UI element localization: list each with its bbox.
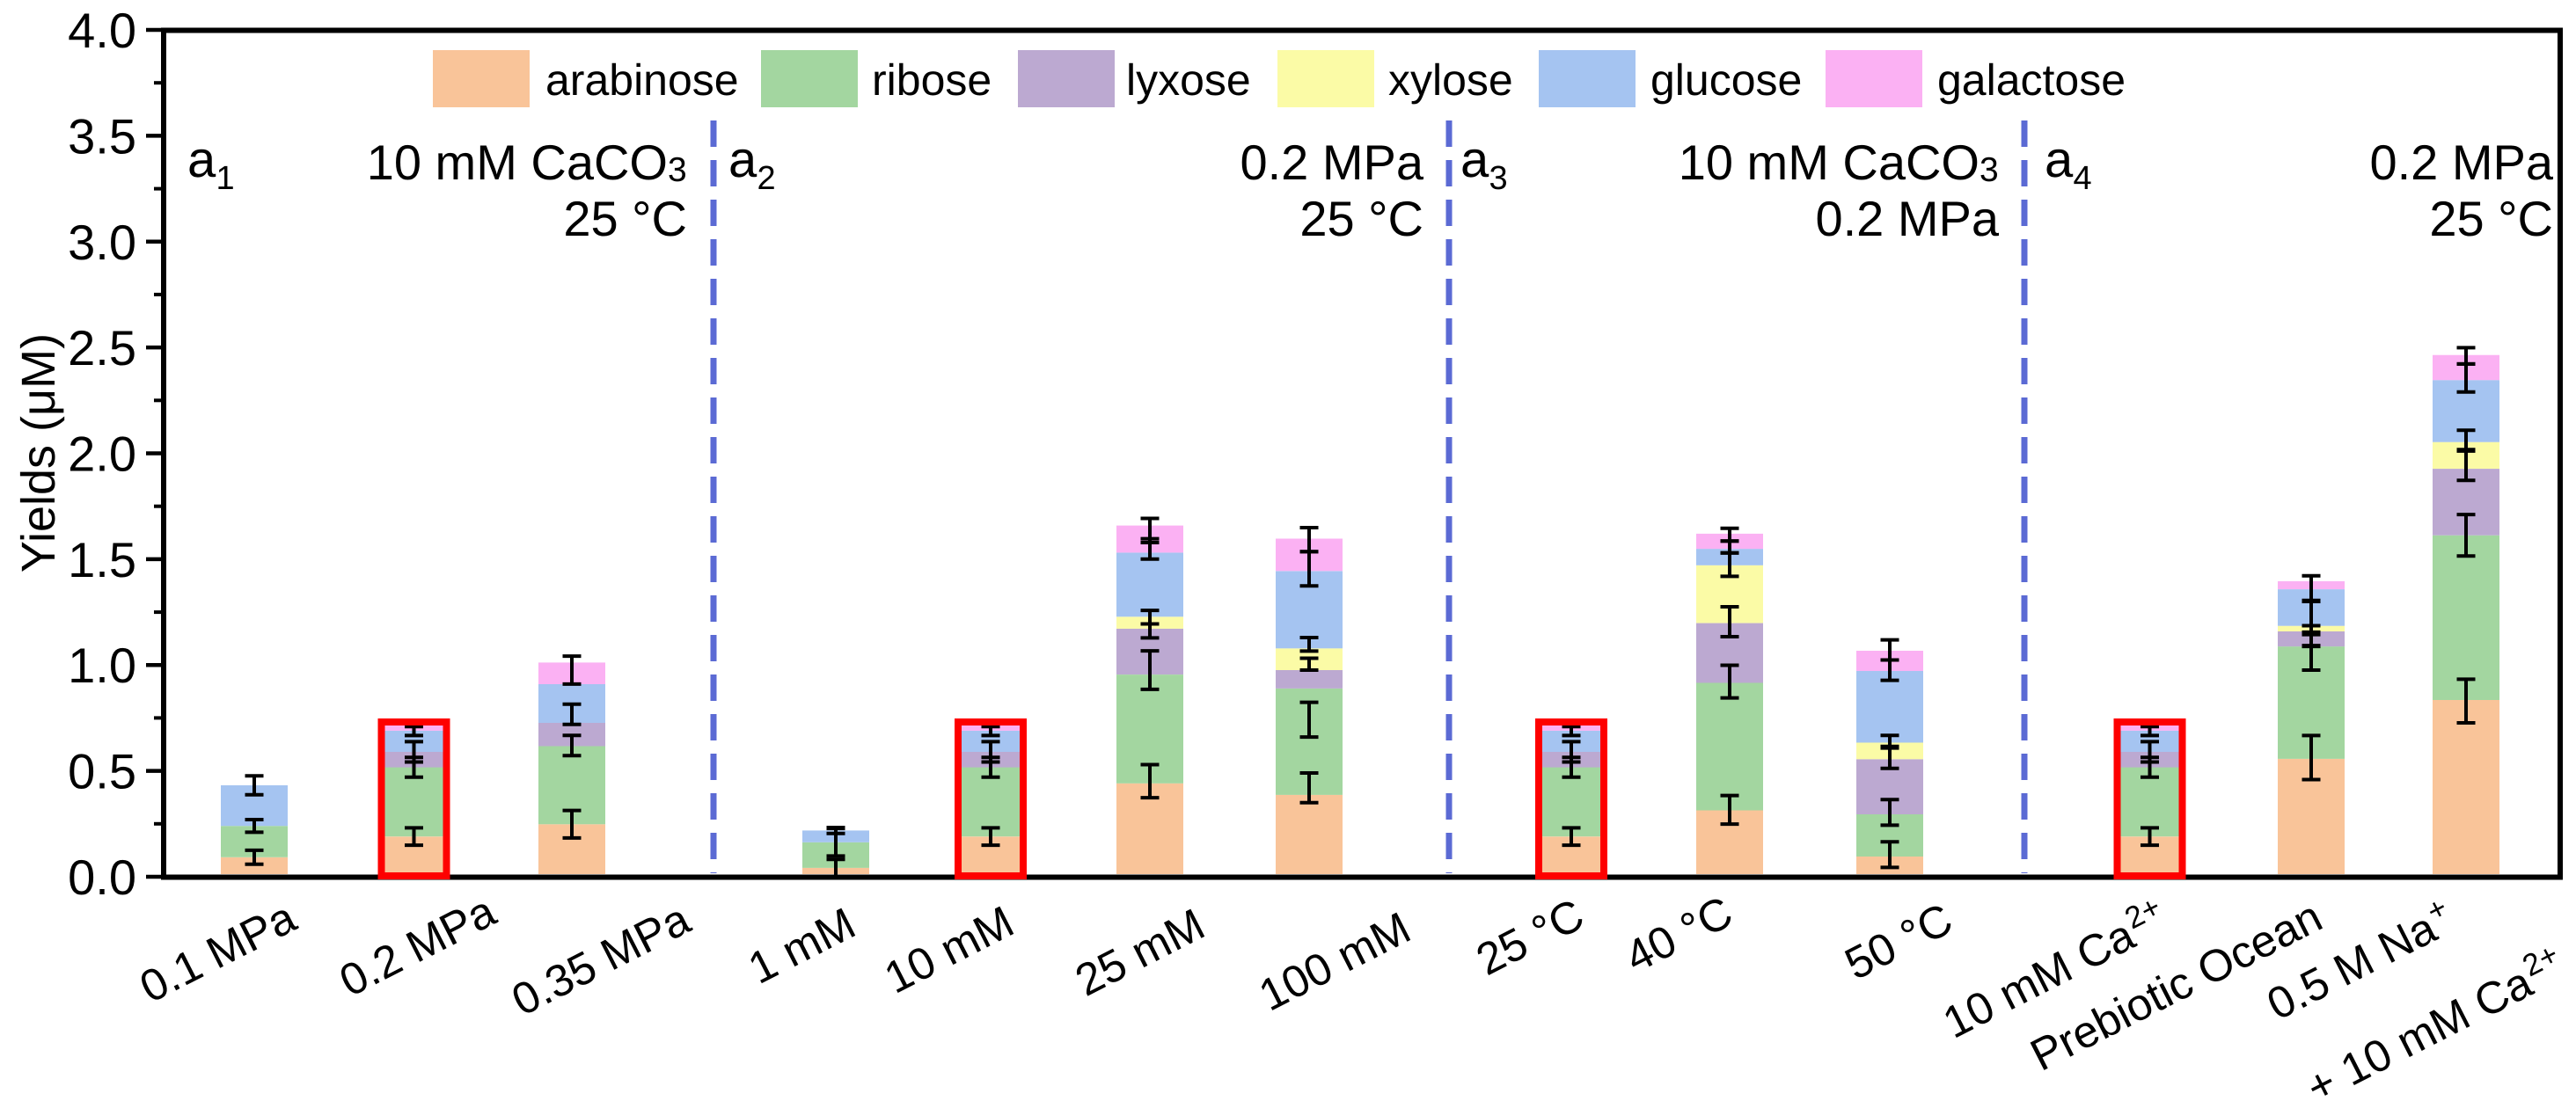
svg-text:3.0: 3.0 (68, 215, 136, 270)
svg-text:ribose: ribose (872, 55, 992, 105)
svg-text:1.0: 1.0 (68, 638, 136, 693)
svg-text:25 °C: 25 °C (1468, 889, 1592, 985)
svg-text:25 °C: 25 °C (2429, 191, 2553, 246)
svg-text:25 °C: 25 °C (1299, 191, 1423, 246)
svg-text:2.5: 2.5 (68, 320, 136, 376)
svg-text:arabinose: arabinose (545, 55, 739, 105)
svg-text:40 °C: 40 °C (1617, 886, 1740, 982)
svg-text:glucose: glucose (1650, 55, 1802, 105)
svg-text:0.2 MPa: 0.2 MPa (2369, 135, 2553, 190)
svg-text:0.1 MPa: 0.1 MPa (132, 892, 304, 1012)
svg-text:25 mM: 25 mM (1067, 899, 1212, 1006)
svg-text:0.2 MPa: 0.2 MPa (1240, 135, 1423, 190)
svg-text:a: a (728, 131, 757, 188)
svg-text:a: a (187, 131, 216, 188)
svg-text:0.2 MPa: 0.2 MPa (332, 886, 504, 1006)
svg-text:3.5: 3.5 (68, 108, 136, 164)
svg-text:2.0: 2.0 (68, 427, 136, 482)
svg-text:a: a (2045, 131, 2074, 188)
svg-text:4.0: 4.0 (68, 3, 136, 58)
svg-text:100 mM: 100 mM (1251, 902, 1418, 1020)
svg-text:25 °C: 25 °C (563, 191, 687, 246)
svg-text:10 mM: 10 mM (876, 896, 1021, 1003)
svg-text:Yields (μM): Yields (μM) (12, 333, 65, 572)
svg-text:galactose: galactose (1937, 55, 2126, 105)
svg-text:a: a (1460, 131, 1489, 188)
svg-text:1.5: 1.5 (68, 532, 136, 587)
svg-text:0.35 MPa: 0.35 MPa (504, 893, 699, 1025)
svg-text:10 mM CaCO: 10 mM CaCO (1679, 135, 1980, 190)
svg-text:50 °C: 50 °C (1837, 893, 1960, 989)
svg-text:lyxose: lyxose (1126, 55, 1251, 105)
svg-text:0.0: 0.0 (68, 849, 136, 905)
svg-text:xylose: xylose (1388, 55, 1513, 105)
svg-text:0.5: 0.5 (68, 744, 136, 799)
svg-text:10 mM CaCO: 10 mM CaCO (367, 135, 668, 190)
svg-text:1 mM: 1 mM (741, 898, 863, 994)
svg-text:0.2 MPa: 0.2 MPa (1815, 191, 1999, 246)
